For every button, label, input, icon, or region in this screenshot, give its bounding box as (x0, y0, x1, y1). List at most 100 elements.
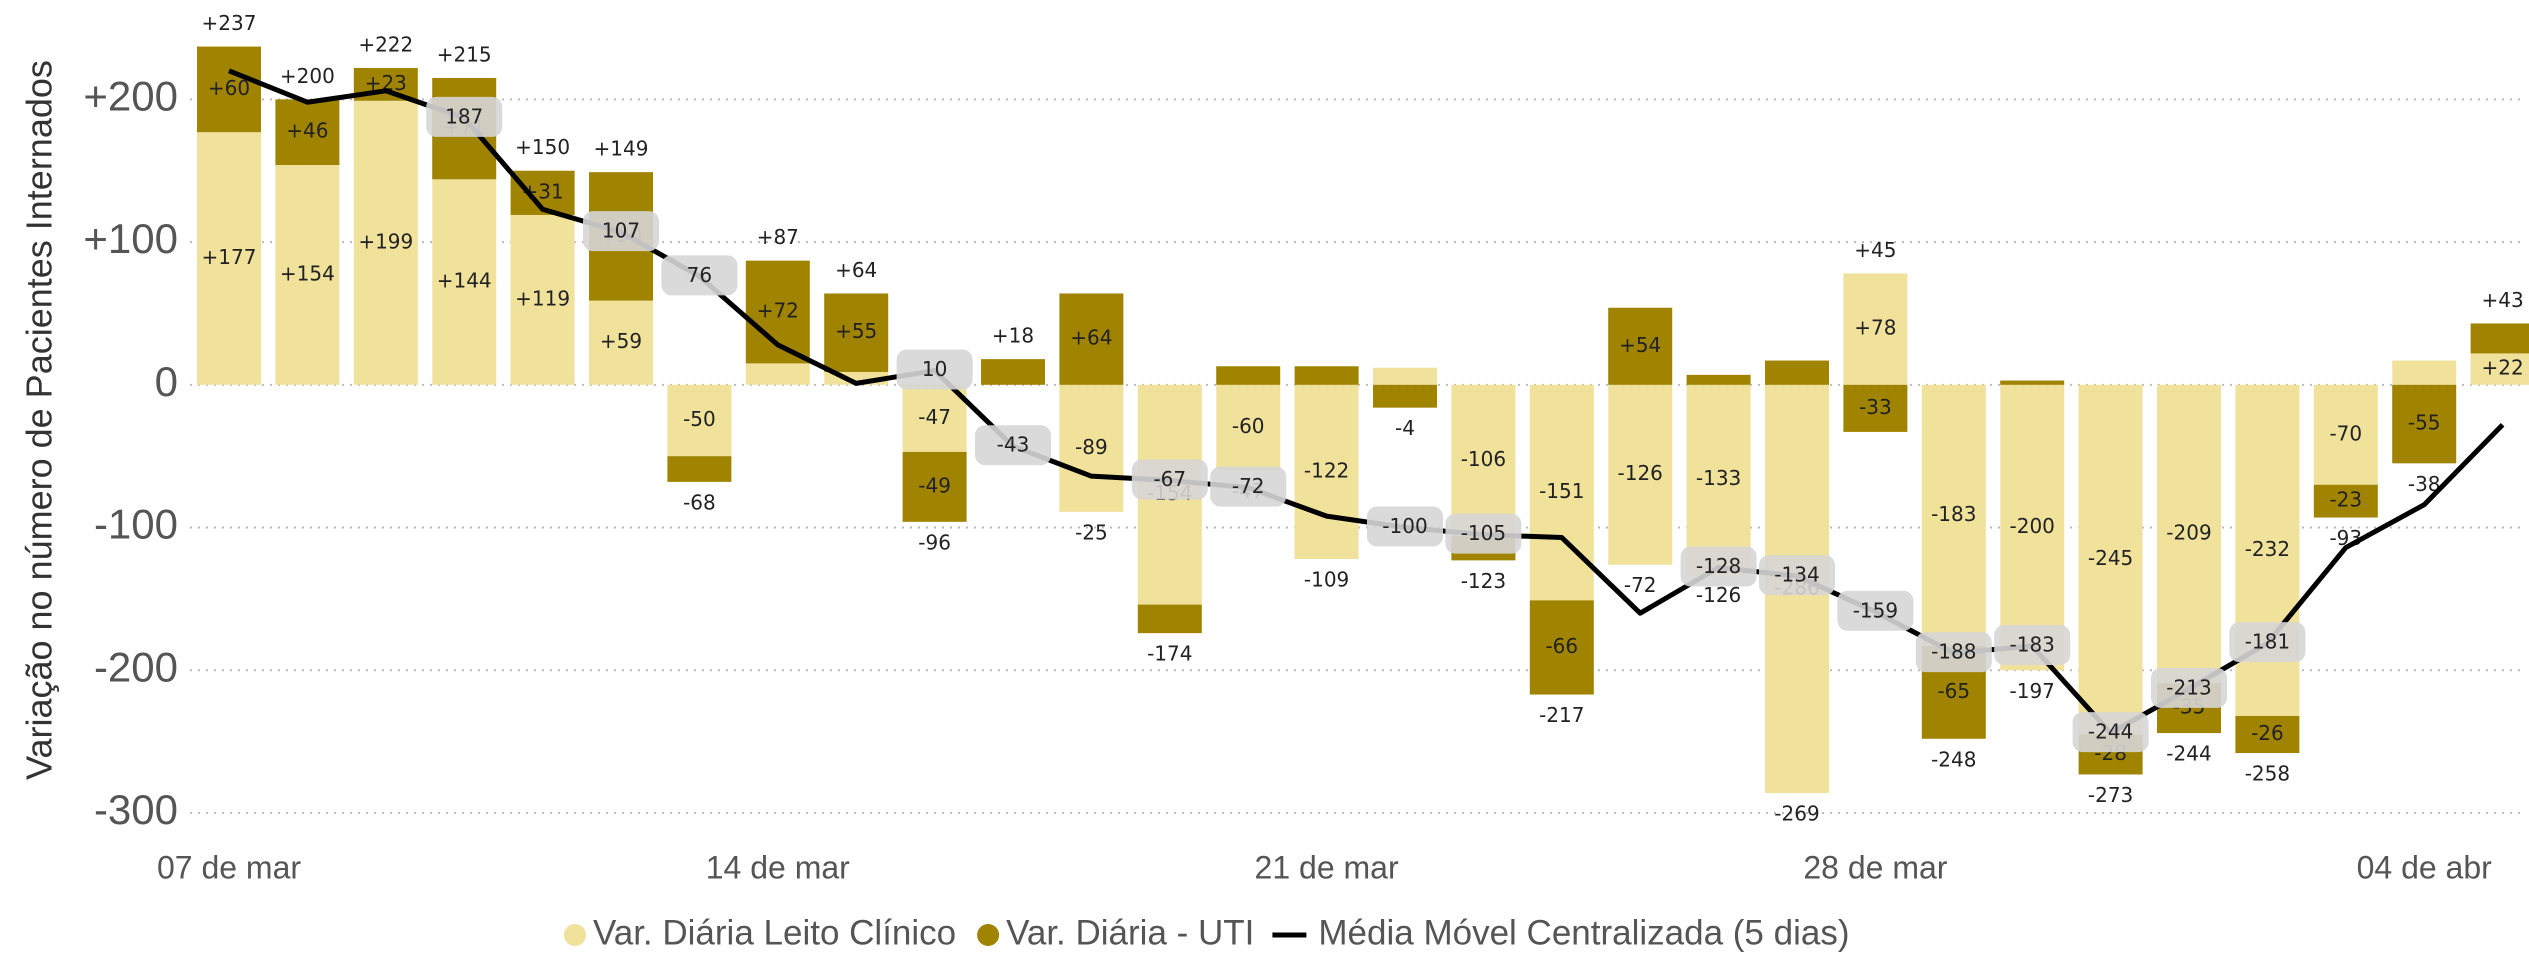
bar-segment (2235, 715, 2300, 754)
x-tick-label: 14 de mar (706, 849, 850, 885)
bar-segment (1921, 384, 1986, 647)
data-label: +22 (2481, 356, 2523, 380)
legend-label: Var. Diária - UTI (1006, 913, 1254, 952)
data-label: -65 (1937, 679, 1970, 703)
data-label: +64 (1070, 326, 1112, 350)
data-label: -47 (918, 405, 951, 429)
data-label: -200 (2010, 514, 2055, 538)
bar-segment (1765, 360, 1829, 385)
bar-segment (1451, 384, 1516, 537)
line-label: -188 (1931, 640, 1976, 664)
line-label: -105 (1461, 521, 1506, 545)
line-label: -72 (1232, 474, 1265, 498)
label-background (1759, 555, 1835, 596)
data-label: -122 (1304, 458, 1349, 482)
label-background (426, 96, 503, 137)
bar-segment (2078, 384, 2143, 735)
label-background (2151, 667, 2227, 708)
data-label: -66 (1545, 634, 1578, 658)
x-tick-label: 28 de mar (1803, 849, 1947, 885)
bar-segment (353, 100, 418, 385)
bar-segment (1529, 600, 1594, 695)
y-axis-title: Variação no número de Pacientes Internad… (19, 60, 60, 780)
total-label: -96 (918, 530, 951, 554)
bar-segment (1608, 307, 1673, 385)
total-label: -68 (683, 490, 716, 514)
y-tick-label: -300 (94, 786, 178, 833)
bar-segment (902, 384, 967, 452)
total-label: +215 (437, 42, 492, 66)
line-label: -67 (1153, 467, 1186, 491)
data-label: -50 (683, 407, 716, 431)
bar-segment (745, 363, 810, 385)
total-label: +87 (757, 225, 799, 249)
bar-segment (1529, 384, 1594, 601)
bar-segment (197, 46, 261, 133)
label-background (1837, 590, 1914, 631)
total-label: -109 (1304, 567, 1349, 591)
data-label: -183 (1931, 502, 1976, 526)
x-tick-label: 07 de mar (157, 849, 301, 885)
total-label: -4 (1395, 416, 1415, 440)
bar-segment (275, 99, 340, 166)
total-label: -258 (2245, 762, 2290, 786)
total-label: -25 (1075, 520, 1108, 544)
data-label: -245 (2088, 546, 2133, 570)
bar-segment (1608, 384, 1673, 565)
data-label: -49 (918, 473, 951, 497)
data-label: +154 (280, 261, 335, 285)
bar-segment (1686, 384, 1751, 575)
total-label: -244 (2166, 742, 2211, 766)
data-label: +119 (515, 286, 570, 310)
label-background (2072, 712, 2149, 753)
y-tick-label: +200 (83, 72, 178, 119)
bar-segment (432, 179, 497, 385)
bar-segment (1373, 384, 1437, 408)
total-label: -248 (1931, 747, 1976, 771)
data-label: -126 (1618, 461, 1663, 485)
data-label: -26 (2251, 721, 2284, 745)
label-background (1680, 546, 1757, 587)
bar-segment (2470, 323, 2529, 354)
bar-segment (1686, 374, 1751, 385)
bar-segment (981, 359, 1045, 385)
x-tick-label: 04 de abr (2357, 849, 2493, 885)
total-label: +64 (835, 258, 877, 282)
legend-label: Média Móvel Centralizada (5 dias) (1318, 913, 1849, 952)
total-label: -197 (2010, 679, 2055, 703)
bar-segment (589, 300, 653, 385)
total-label: +237 (202, 11, 257, 35)
data-label: +46 (286, 119, 328, 143)
bar-segment (1294, 384, 1359, 559)
line-label: -181 (2245, 630, 2290, 654)
bar-segment (1216, 384, 1281, 471)
bar-segment (824, 293, 889, 372)
bar-segment (1294, 366, 1359, 385)
total-label: +45 (1854, 238, 1896, 262)
data-label: -232 (2245, 537, 2290, 561)
label-background (1915, 632, 1992, 673)
line-label: 76 (687, 263, 712, 287)
data-label: +144 (437, 269, 492, 293)
legend-label: Var. Diária Leito Clínico (593, 913, 956, 952)
data-label: -106 (1461, 447, 1506, 471)
total-label: -269 (1774, 802, 1819, 826)
label-background (583, 211, 659, 252)
total-label: -72 (1624, 573, 1657, 597)
bar-segment (2313, 384, 2378, 485)
data-label: -33 (1859, 395, 1892, 419)
total-label: +150 (515, 135, 570, 159)
line-label: -183 (2010, 633, 2055, 657)
data-label: +60 (208, 76, 250, 100)
bar-segment (1059, 293, 1124, 385)
x-tick-label: 21 de mar (1255, 849, 1399, 885)
data-label: +54 (1619, 333, 1661, 357)
data-label: -60 (1232, 414, 1265, 438)
line-label: 10 (922, 357, 947, 381)
label-background (975, 425, 1051, 466)
bar-segment (1137, 604, 1202, 634)
bar-segment (1059, 384, 1124, 512)
line-label: -43 (997, 433, 1030, 457)
line-label: 107 (602, 219, 640, 243)
